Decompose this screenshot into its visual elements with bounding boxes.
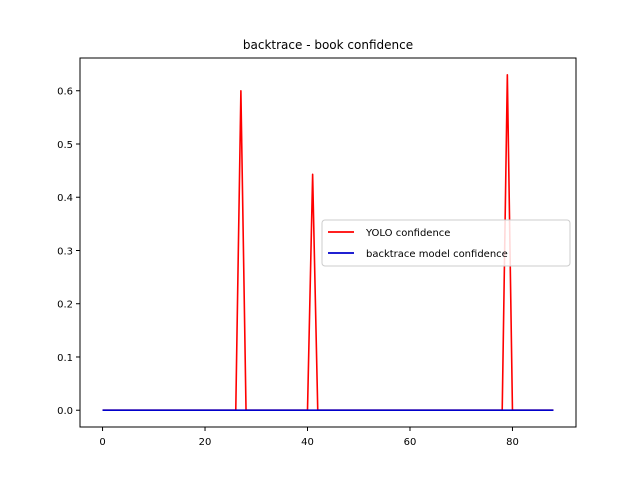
y-tick-label: 0.1	[57, 353, 73, 364]
chart-title: backtrace - book confidence	[243, 38, 413, 52]
legend-box	[321, 219, 571, 267]
x-tick-label: 0	[99, 437, 105, 448]
y-tick-label: 0.3	[57, 246, 73, 257]
x-tick-label: 40	[301, 437, 314, 448]
x-tick-label: 80	[506, 437, 519, 448]
legend-label-1: backtrace model confidence	[366, 249, 508, 260]
legend: YOLO confidence backtrace model confidenc…	[321, 219, 571, 267]
y-tick-label: 0.2	[57, 300, 73, 311]
x-tick-label: 60	[404, 437, 417, 448]
legend-label-0: YOLO confidence	[365, 228, 450, 239]
x-axis: 0 20 40 60 80	[99, 427, 519, 448]
y-tick-label: 0.0	[57, 406, 73, 417]
y-tick-label: 0.4	[57, 193, 73, 204]
y-axis: 0.0 0.1 0.2 0.3 0.4 0.5 0.6	[57, 87, 80, 417]
y-tick-label: 0.5	[57, 140, 73, 151]
plot-frame	[79, 57, 577, 428]
x-tick-label: 20	[199, 437, 212, 448]
series-line-0	[102, 73, 554, 412]
series-layer	[102, 73, 554, 412]
y-tick-label: 0.6	[57, 87, 73, 98]
